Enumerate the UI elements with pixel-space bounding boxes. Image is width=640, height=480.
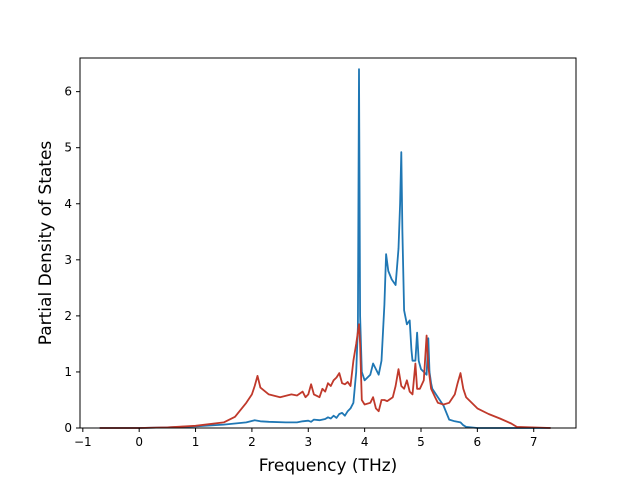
x-tick-label: 7	[530, 435, 538, 449]
y-tick-label: 0	[64, 421, 72, 435]
plot-area-frame	[79, 57, 577, 429]
y-tick-label: 6	[64, 85, 72, 99]
y-axis-ticks: 0 1 2 3 4 5 6	[64, 85, 80, 435]
x-tick-label: 3	[304, 435, 312, 449]
x-axis-ticks: −1 0 1 2 3 4 5 6 7	[74, 428, 538, 449]
y-tick-label: 5	[64, 141, 72, 155]
x-tick-label: 4	[361, 435, 369, 449]
y-tick-label: 2	[64, 309, 72, 323]
y-axis-label: Partial Density of States	[36, 141, 56, 346]
x-tick-label: 5	[417, 435, 425, 449]
y-tick-label: 1	[64, 365, 72, 379]
x-tick-label: 6	[474, 435, 482, 449]
y-tick-label: 3	[64, 253, 72, 267]
y-tick-label: 4	[64, 197, 72, 211]
x-tick-label: 0	[135, 435, 143, 449]
series-line-2	[99, 323, 551, 429]
x-axis-label: Frequency (THz)	[259, 456, 398, 476]
x-tick-label: 2	[248, 435, 256, 449]
series-lines	[99, 68, 551, 429]
x-tick-label: 1	[192, 435, 200, 449]
x-tick-label: −1	[74, 435, 92, 449]
